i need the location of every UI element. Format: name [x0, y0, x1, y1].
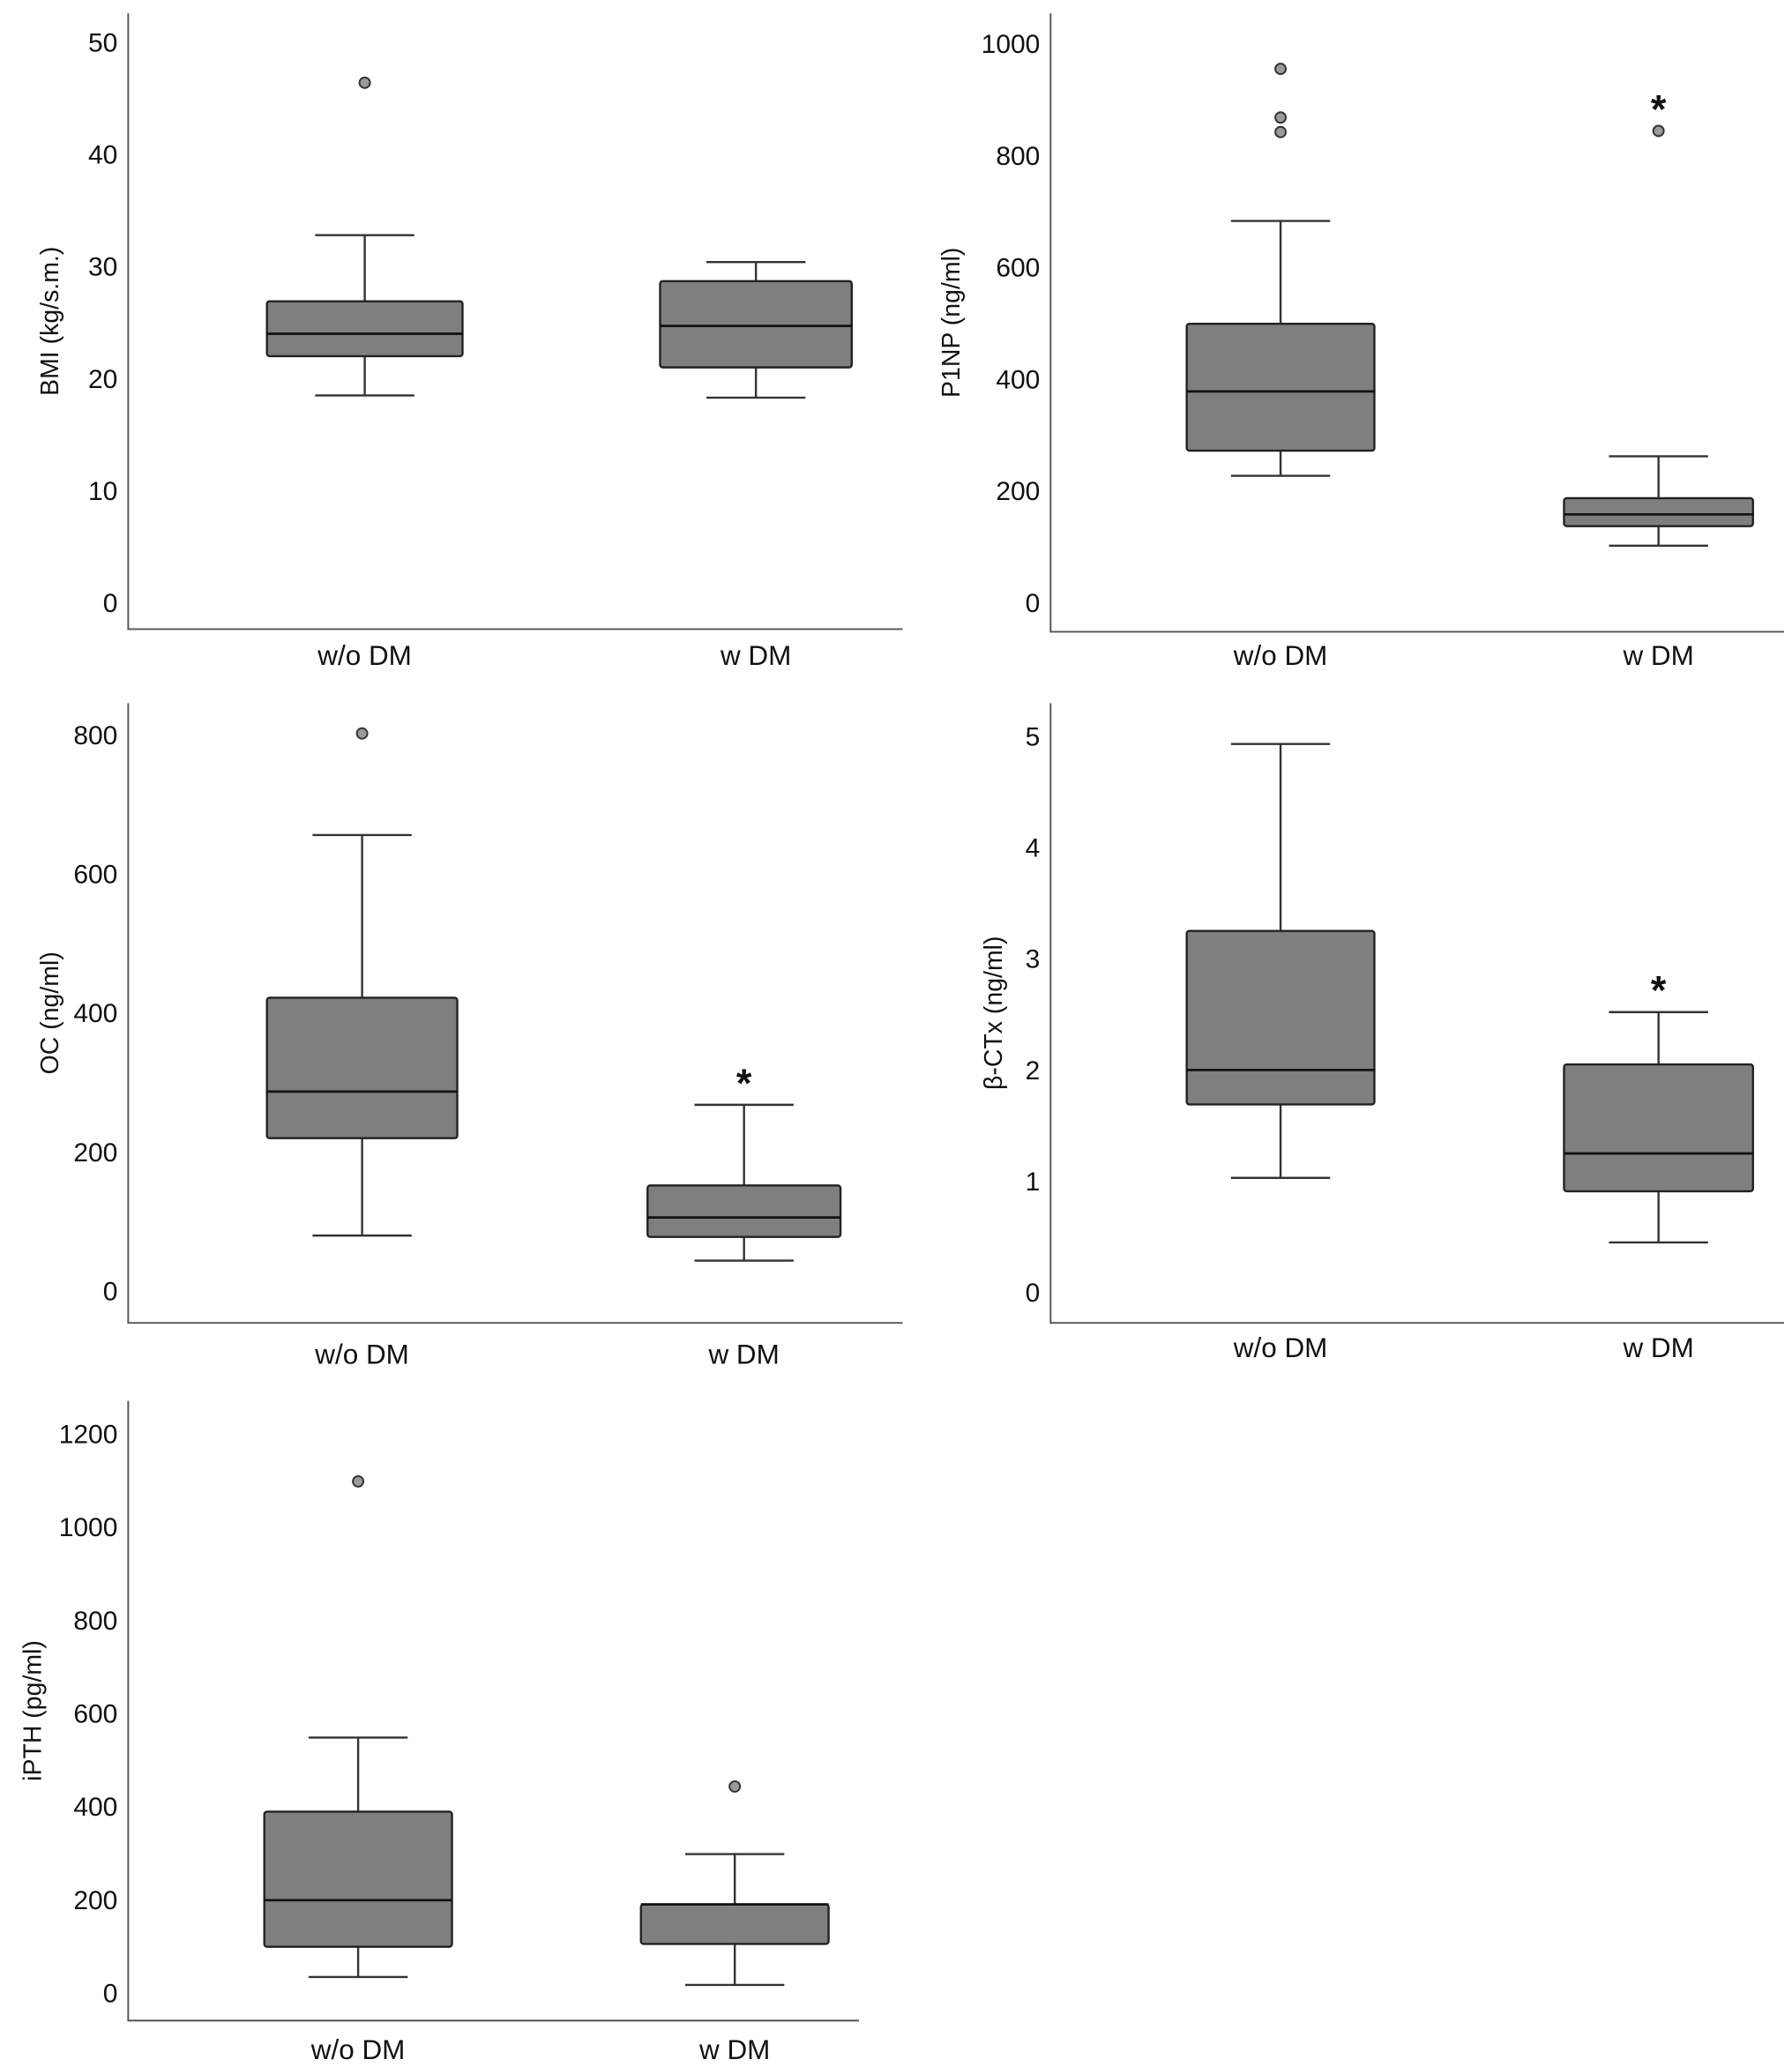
panel-3: 0 200 400 600 800 OC (ng/ml) w/o DM w DM *	[36, 703, 903, 1370]
box-group	[263, 1474, 453, 1979]
box-group	[639, 1780, 830, 1987]
iqr-box	[1185, 929, 1376, 1106]
y-tick-label: 20	[88, 365, 117, 394]
box-group	[1185, 742, 1376, 1179]
axes	[1049, 13, 1785, 633]
axes	[1049, 703, 1785, 1325]
y-tick-label: 0	[1026, 1279, 1041, 1308]
panel-4: 0 1 2 3 4 5 β-CTx (ng/ml) w/o DM w DM *	[980, 703, 1785, 1363]
outlier-point	[352, 1474, 365, 1488]
iqr-box	[646, 1184, 842, 1238]
y-tick-label: 10	[88, 477, 117, 506]
y-tick-label: 5	[1026, 722, 1041, 751]
iqr-box	[265, 996, 459, 1139]
x-tick-label: w DM	[1622, 640, 1693, 671]
iqr-box	[639, 1903, 830, 1945]
y-tick-label: 400	[996, 365, 1040, 394]
iqr-box	[263, 1810, 453, 1948]
y-tick-label: 40	[88, 141, 117, 170]
y-axis-label: BMI (kg/s.m.)	[36, 247, 64, 396]
y-tick-label: 1000	[59, 1513, 118, 1542]
axes	[127, 13, 903, 631]
box-group: *	[1563, 968, 1754, 1244]
box-group	[265, 727, 459, 1237]
y-tick-label: 200	[996, 477, 1040, 506]
box-group: *	[1563, 86, 1754, 548]
iqr-box	[1563, 1063, 1754, 1193]
x-tick-label: w/o DM	[310, 2034, 406, 2065]
y-tick-label: 0	[103, 1278, 118, 1307]
box-group	[659, 260, 853, 399]
y-tick-label: 1200	[59, 1421, 118, 1450]
y-tick-label: 600	[996, 254, 1040, 283]
axes	[127, 703, 903, 1325]
y-axis-label: P1NP (ng/ml)	[937, 248, 966, 398]
outlier-point	[1274, 111, 1288, 124]
outlier-point	[1652, 124, 1665, 138]
y-tick-label: 1	[1026, 1168, 1041, 1197]
x-tick-label: w DM	[1622, 1332, 1693, 1363]
iqr-box	[1185, 322, 1376, 452]
y-tick-label: 600	[73, 1699, 117, 1728]
outlier-point	[1274, 63, 1288, 76]
y-tick-label: 50	[88, 29, 117, 58]
axes	[127, 1400, 860, 2022]
x-tick-label: w/o DM	[1233, 1332, 1328, 1363]
y-axis-label: OC (ng/ml)	[36, 951, 64, 1074]
iqr-box	[659, 280, 853, 369]
y-tick-label: 0	[103, 1979, 118, 2008]
outlier-point	[355, 727, 369, 740]
box-group	[265, 76, 464, 397]
y-tick-label: 800	[996, 142, 1040, 171]
panel-5: 0 200 400 600 800 1000 1200 iPTH (pg/ml) w/o DM w…	[19, 1400, 860, 2065]
y-tick-label: 30	[88, 253, 117, 282]
y-tick-label: 4	[1026, 833, 1041, 862]
x-tick-label: w/o DM	[317, 640, 412, 671]
y-tick-label: 800	[73, 721, 117, 750]
x-tick-label: w DM	[707, 1339, 779, 1370]
outlier-point	[358, 76, 371, 89]
y-tick-label: 400	[73, 999, 117, 1028]
iqr-box	[1563, 496, 1754, 527]
y-tick-label: 200	[73, 1886, 117, 1915]
x-tick-label: w DM	[698, 2034, 770, 2065]
y-tick-label: 0	[1026, 589, 1041, 618]
panel-1: 0 10 20 30 40 50 BMI (kg/s.m.) w/o DM w DM	[36, 13, 903, 671]
y-axis-label: iPTH (pg/ml)	[19, 1640, 47, 1781]
y-tick-label: 1000	[982, 30, 1041, 59]
significance-star: *	[1651, 968, 1667, 1013]
x-tick-label: w/o DM	[1233, 640, 1328, 671]
y-tick-label: 3	[1026, 945, 1041, 974]
y-tick-label: 200	[73, 1138, 117, 1168]
outlier-point	[1274, 125, 1288, 138]
y-tick-label: 2	[1026, 1056, 1041, 1086]
y-tick-label: 0	[103, 589, 118, 618]
iqr-box	[265, 300, 464, 358]
y-axis-label: β-CTx (ng/ml)	[980, 936, 1008, 1091]
significance-star: *	[736, 1061, 752, 1106]
x-tick-label: w DM	[720, 640, 791, 671]
y-tick-label: 400	[73, 1793, 117, 1822]
significance-star: *	[1651, 86, 1667, 131]
y-tick-label: 800	[73, 1607, 117, 1636]
box-group	[1185, 63, 1376, 477]
panel-2: 0 200 400 600 800 1000 P1NP (ng/ml) w/o DM w DM *	[937, 13, 1785, 671]
x-tick-label: w/o DM	[314, 1339, 409, 1370]
y-tick-label: 600	[73, 861, 117, 890]
outlier-point	[728, 1780, 742, 1793]
box-group: *	[646, 1061, 842, 1262]
